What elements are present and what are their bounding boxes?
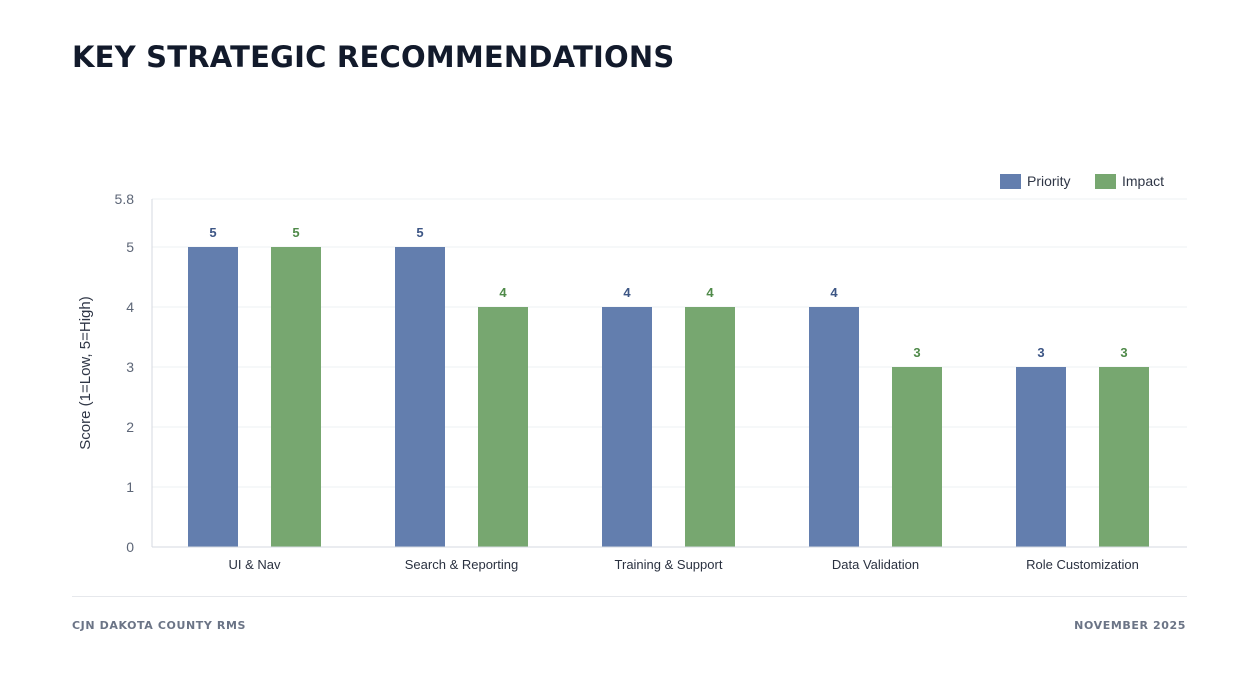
- chart-legend: Priority Impact: [1000, 173, 1164, 189]
- y-tick-label: 4: [126, 299, 134, 315]
- chart-bars: [188, 247, 1149, 547]
- bar-value-label: 4: [623, 285, 631, 300]
- priority-bar: [395, 247, 445, 547]
- impact-bar: [1099, 367, 1149, 547]
- footer-date: NOVEMBER 2025: [1074, 619, 1186, 632]
- y-tick-label: 0: [126, 539, 134, 555]
- impact-bar: [478, 307, 528, 547]
- x-tick-label: Search & Reporting: [405, 557, 518, 572]
- bar-value-label: 3: [1037, 345, 1044, 360]
- priority-bar: [188, 247, 238, 547]
- bar-value-label: 4: [706, 285, 714, 300]
- y-tick-label: 5: [126, 239, 134, 255]
- bar-value-label: 3: [913, 345, 920, 360]
- legend-swatch-impact: [1095, 174, 1116, 189]
- legend-label-priority: Priority: [1027, 173, 1071, 189]
- impact-bar: [271, 247, 321, 547]
- y-tick-label: 2: [126, 419, 134, 435]
- x-tick-label: Data Validation: [832, 557, 919, 572]
- impact-bar: [685, 307, 735, 547]
- x-axis-ticks: UI & Nav Search & Reporting Training & Sup…: [228, 557, 1138, 572]
- y-axis-label: Score (1=Low, 5=High): [77, 296, 94, 449]
- bar-value-label: 4: [830, 285, 838, 300]
- bar-value-label: 5: [209, 225, 216, 240]
- priority-bar: [1016, 367, 1066, 547]
- priority-bar: [602, 307, 652, 547]
- data-labels: 5 5 5 4 4 4 4 3 3 3: [209, 225, 1127, 360]
- priority-bar: [809, 307, 859, 547]
- bar-value-label: 4: [499, 285, 507, 300]
- x-tick-label: Training & Support: [615, 557, 723, 572]
- legend-label-impact: Impact: [1122, 173, 1164, 189]
- bar-value-label: 5: [292, 225, 299, 240]
- chart-gridlines: [152, 198, 1187, 488]
- footer-divider: [72, 596, 1187, 597]
- page-title: KEY STRATEGIC RECOMMENDATIONS: [72, 40, 675, 74]
- y-axis-ticks: 0 1 2 3 4 5 5.8: [115, 191, 135, 555]
- bar-chart: 0 1 2 3 4 5 5.8 5 5 5 4 4 4 4 3 3 3 UI & Nav Search & Re…: [77, 173, 1187, 572]
- y-tick-label: 1: [126, 479, 134, 495]
- impact-bar: [892, 367, 942, 547]
- bar-value-label: 5: [416, 225, 423, 240]
- legend-swatch-priority: [1000, 174, 1021, 189]
- y-tick-label: 3: [126, 359, 134, 375]
- y-tick-label: 5.8: [115, 191, 135, 207]
- x-tick-label: UI & Nav: [228, 557, 281, 572]
- bar-value-label: 3: [1120, 345, 1127, 360]
- x-tick-label: Role Customization: [1026, 557, 1139, 572]
- footer-org: CJN DAKOTA COUNTY RMS: [72, 619, 247, 632]
